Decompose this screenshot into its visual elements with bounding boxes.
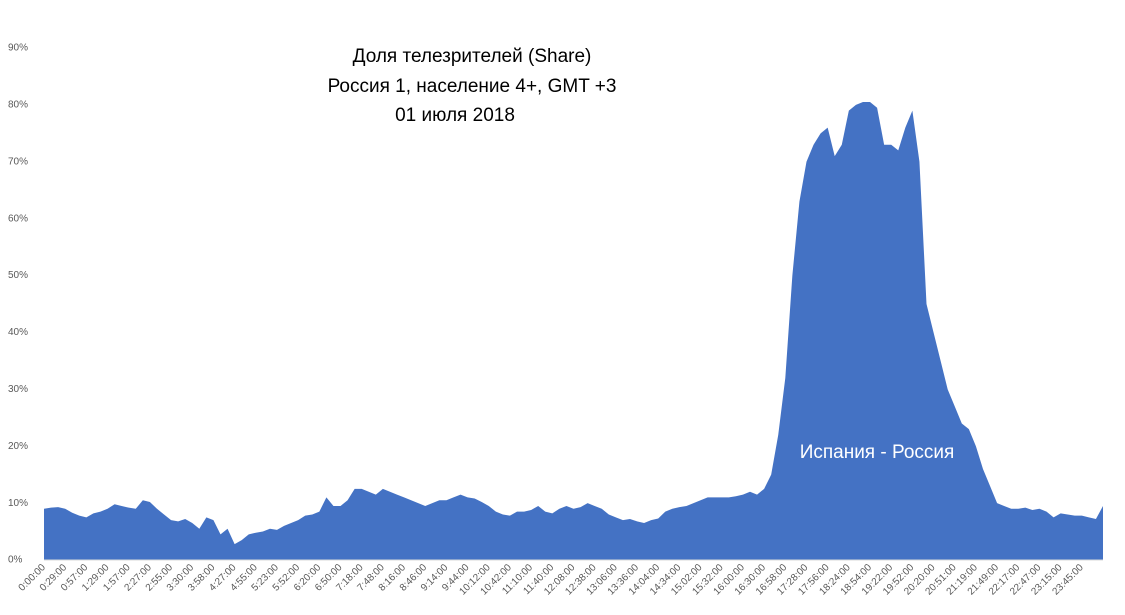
y-tick-label: 60%	[8, 213, 28, 224]
y-tick-label: 20%	[8, 441, 28, 452]
y-tick-label: 40%	[8, 327, 28, 338]
y-tick-label: 80%	[8, 100, 28, 111]
y-tick-label: 70%	[8, 156, 28, 167]
annotation: Испания - Россия	[800, 442, 955, 463]
y-tick-label: 90%	[8, 43, 28, 54]
y-tick-label: 10%	[8, 498, 28, 509]
chart-date: 01 июля 2018	[395, 105, 515, 126]
chart-title: Доля телезрителей (Share)	[353, 46, 592, 67]
chart-subtitle: Россия 1, население 4+, GMT +3	[328, 76, 617, 97]
y-tick-label: 30%	[8, 384, 28, 395]
y-tick-label: 0%	[8, 555, 23, 566]
y-tick-label: 50%	[8, 270, 28, 281]
area	[44, 102, 1103, 560]
